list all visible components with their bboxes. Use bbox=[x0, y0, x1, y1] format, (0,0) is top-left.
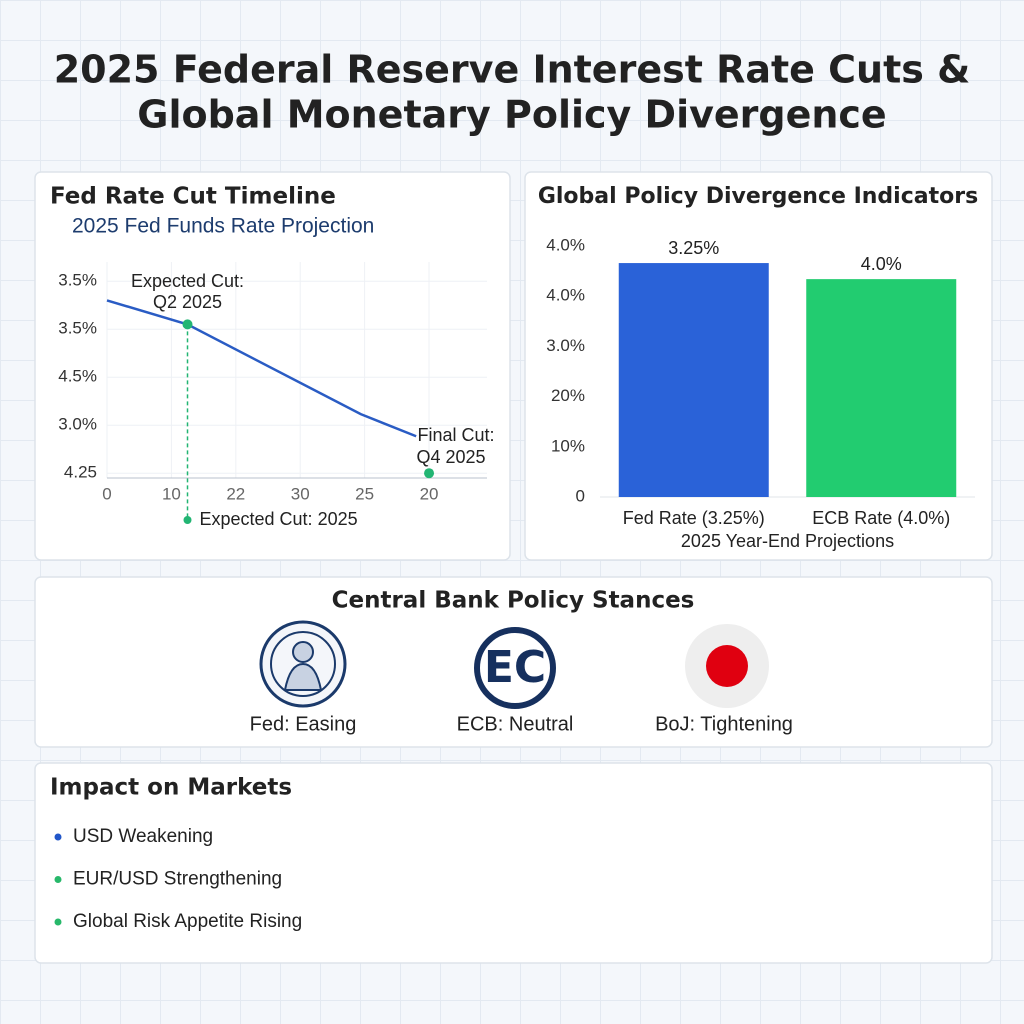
annotation-dot bbox=[183, 516, 192, 524]
x-axis-label: 2025 Year-End Projections bbox=[681, 531, 894, 551]
y-tick-label: 20% bbox=[551, 386, 585, 405]
bar-annotation: 3.25% bbox=[668, 238, 719, 258]
y-tick-label: 4.5% bbox=[58, 367, 97, 386]
annotation: Final Cut: bbox=[418, 425, 495, 445]
panel bbox=[34, 171, 511, 561]
bar bbox=[618, 263, 769, 497]
panel bbox=[34, 762, 993, 964]
annotation: Q2 2025 bbox=[153, 292, 222, 312]
section-title: Central Bank Policy Stances bbox=[332, 588, 695, 614]
title-line: Global Monetary Policy Divergence bbox=[137, 93, 886, 137]
bullet bbox=[54, 833, 62, 841]
ecb-logo: EC bbox=[474, 627, 556, 709]
stance-label: Fed: Easing bbox=[250, 713, 357, 735]
chart-title: Fed Rate Cut Timeline bbox=[50, 184, 336, 210]
y-tick-label: 4.25 bbox=[64, 463, 97, 482]
x-tick-label: 25 bbox=[355, 484, 374, 503]
rate-line bbox=[106, 299, 417, 438]
chart-subtitle: 2025 Fed Funds Rate Projection bbox=[72, 215, 374, 238]
x-tick-label: 10 bbox=[162, 484, 181, 503]
x-tick-label: 0 bbox=[102, 484, 111, 503]
impact-item: USD Weakening bbox=[73, 826, 213, 847]
marker bbox=[424, 468, 435, 479]
y-tick-label: 3.0% bbox=[58, 415, 97, 434]
ecb-logo-text: EC bbox=[484, 642, 546, 693]
impact-item: Global Risk Appetite Rising bbox=[73, 911, 302, 932]
x-tick-label: 30 bbox=[291, 484, 310, 503]
y-tick-label: 4.0% bbox=[546, 235, 585, 254]
y-tick-label: 0 bbox=[576, 486, 585, 505]
annotation: Expected Cut: bbox=[131, 271, 244, 291]
title-line: 2025 Federal Reserve Interest Rate Cuts … bbox=[54, 48, 971, 92]
y-tick-label: 3.5% bbox=[58, 319, 97, 338]
section-title: Impact on Markets bbox=[50, 775, 292, 801]
x-tick-label: Fed Rate (3.25%) bbox=[623, 508, 765, 528]
bullet bbox=[54, 876, 62, 883]
marker bbox=[182, 319, 193, 330]
stance-label: ECB: Neutral bbox=[457, 713, 574, 735]
boj-icon bbox=[685, 624, 769, 708]
x-tick-label: ECB Rate (4.0%) bbox=[812, 508, 950, 528]
y-tick-label: 3.0% bbox=[546, 336, 585, 355]
bar bbox=[806, 279, 957, 497]
y-tick-label: 10% bbox=[551, 436, 585, 455]
x-tick-label: 20 bbox=[420, 484, 439, 503]
annotation: Expected Cut: 2025 bbox=[200, 509, 358, 529]
annotation: Q4 2025 bbox=[417, 447, 486, 467]
stance-label: BoJ: Tightening bbox=[655, 713, 793, 735]
x-tick-label: 22 bbox=[226, 484, 245, 503]
y-tick-label: 4.0% bbox=[546, 286, 585, 305]
y-tick-label: 3.5% bbox=[58, 271, 97, 290]
chart-title: Global Policy Divergence Indicators bbox=[538, 184, 978, 209]
impact-item: EUR/USD Strengthening bbox=[73, 869, 282, 890]
bullet bbox=[54, 918, 62, 926]
bar-annotation: 4.0% bbox=[861, 254, 902, 274]
fed-seal bbox=[259, 620, 347, 708]
